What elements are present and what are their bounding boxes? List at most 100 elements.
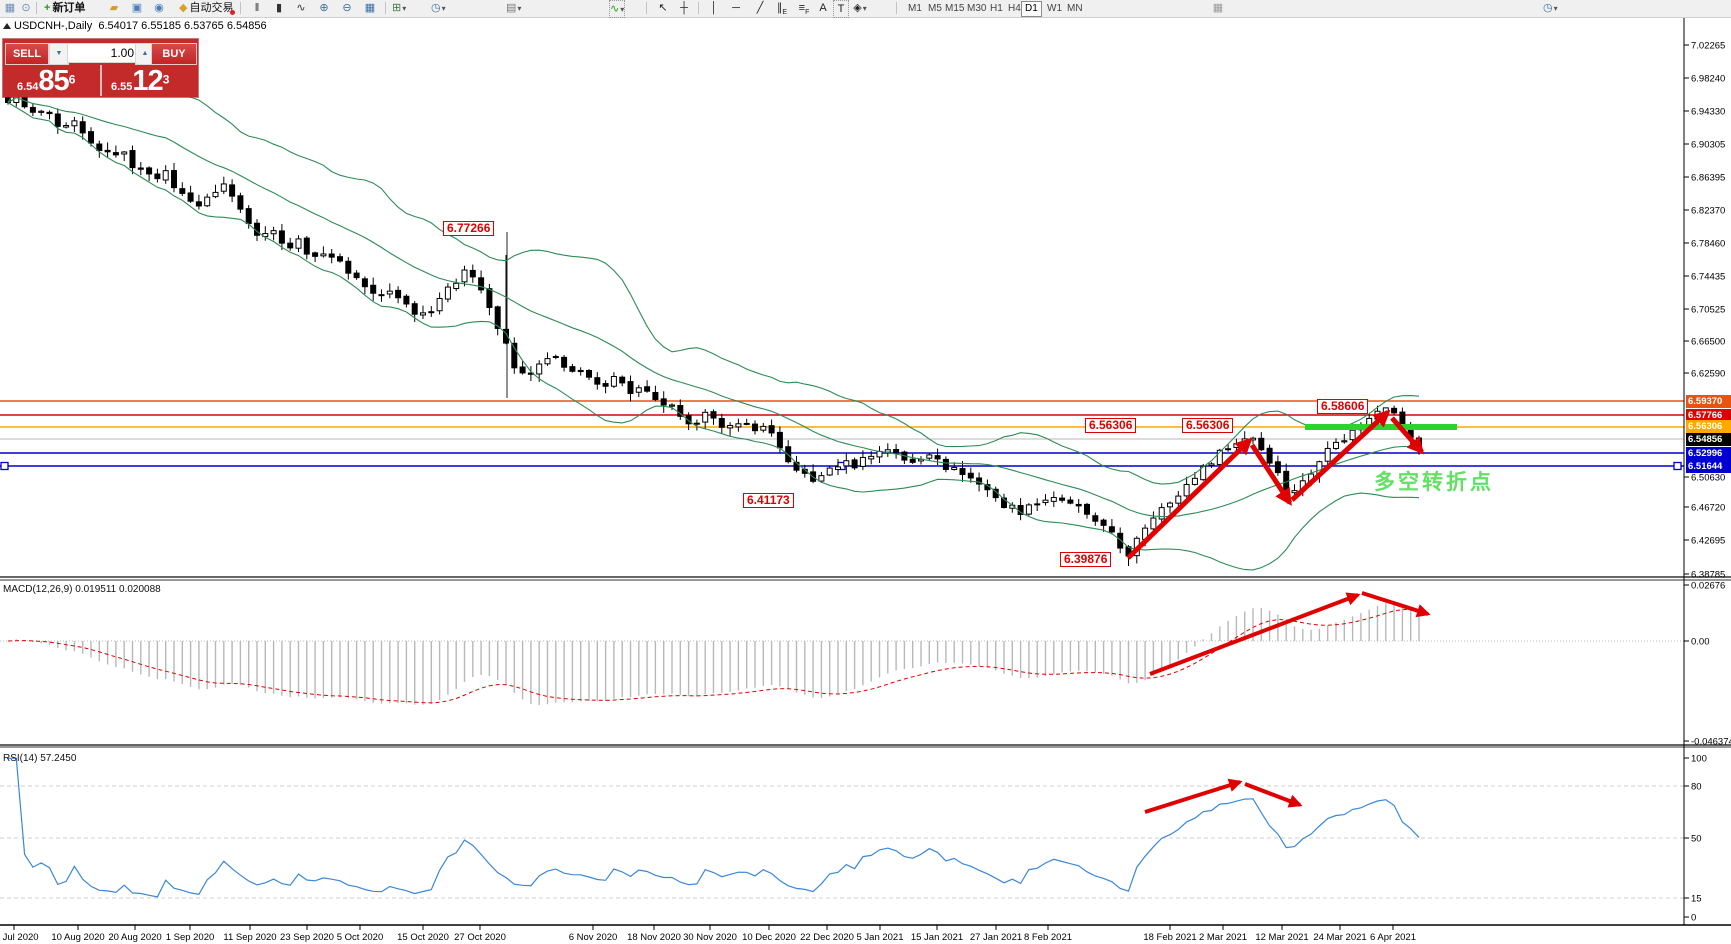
time-tick-label: 30 Nov 2020 (683, 932, 737, 943)
timeframe-d1-button[interactable]: D1 (1021, 1, 1042, 17)
candle-body (760, 425, 767, 431)
candle-body (278, 230, 285, 244)
candle-body (602, 383, 609, 387)
time-tick-label: 1 Sep 2020 (166, 932, 215, 943)
volume-input[interactable] (67, 43, 139, 63)
candle-body (1050, 497, 1057, 502)
toolbar-separator (385, 2, 386, 14)
profiles-icon-dropdown[interactable]: ▾ (517, 4, 522, 13)
timeframe-m15-button[interactable]: M15 (945, 3, 965, 14)
scheduler-icon[interactable]: ◷▾ (431, 2, 446, 14)
price-tick-label: 6.50630 (1691, 473, 1725, 484)
auto-trading-icon[interactable]: ◆ 自动交易 (179, 2, 236, 15)
trend-arrow[interactable] (1149, 592, 1361, 676)
timeframe-m1-button[interactable]: M1 (908, 3, 922, 14)
green-resistance-bar[interactable] (1305, 424, 1457, 430)
candle-body (1233, 443, 1240, 448)
zoom-in-icon[interactable]: ⊕ (319, 2, 329, 14)
candle-body (893, 449, 900, 454)
shapes-icon-dropdown[interactable]: ▾ (862, 4, 867, 13)
price-axis[interactable]: 7.02265 6.98240 6.94330 6.90305 6.86395 6.823… (0, 17, 1731, 926)
community-icon[interactable]: ▣ (131, 2, 143, 14)
clock-icon-dropdown[interactable]: ▾ (1553, 4, 1558, 13)
timeframe-h1-button[interactable]: H1 (990, 3, 1003, 14)
price-tag[interactable]: 6.56306 (1085, 418, 1137, 433)
price-chart-panel[interactable] (0, 84, 1684, 571)
timeframe-h4-button[interactable]: H4 (1008, 3, 1021, 14)
line-drag-handle[interactable] (1673, 461, 1682, 471)
trend-arrow[interactable] (1290, 409, 1391, 502)
price-tag[interactable]: 6.77266 (443, 221, 495, 236)
price-tag[interactable]: 6.39876 (1060, 552, 1112, 567)
price-tag[interactable]: 6.58606 (1317, 399, 1369, 414)
timeframe-m30-button[interactable]: M30 (967, 3, 987, 14)
crosshair-icon[interactable]: ┼ (680, 2, 688, 14)
new-chart-icon-dropdown[interactable]: ▾ (402, 4, 407, 13)
equidistant-channel-icon[interactable]: ∥E (776, 2, 788, 17)
candle-body (1333, 441, 1339, 449)
turning-point-annotation[interactable]: 多空转折点 (1374, 471, 1494, 494)
grid-icon[interactable]: ▦ (1212, 2, 1224, 14)
indicators-icon[interactable]: ∿▾ (609, 0, 626, 18)
zoom-out-icon[interactable]: ⊖ (342, 2, 352, 14)
trend-arrow[interactable] (1126, 437, 1253, 560)
horizontal-line-icon[interactable]: ─ (732, 2, 740, 14)
rsi-panel[interactable] (0, 757, 1684, 899)
price-tag[interactable]: 6.41173 (743, 493, 794, 508)
price-tag[interactable]: 6.56306 (1182, 418, 1234, 433)
one-click-trading-toggle[interactable] (3, 23, 11, 29)
candle-body (752, 423, 758, 432)
timeframe-mn-button[interactable]: MN (1067, 3, 1083, 14)
time-tick-label: 18 Feb 2021 (1143, 932, 1196, 943)
fibonacci-icon[interactable]: ≡F (798, 2, 810, 17)
candle-body (154, 173, 161, 180)
line-drag-handle[interactable] (0, 461, 9, 471)
buy-button[interactable]: BUY (151, 43, 197, 65)
candle-body (337, 256, 343, 262)
clock-icon[interactable]: ◷▾ (1543, 2, 1558, 14)
bar-chart-icon[interactable]: ‖ (254, 2, 260, 14)
volume-decrease-button[interactable]: ▼ (49, 43, 69, 65)
bollinger-middle-band (7, 96, 1420, 518)
gold-icon[interactable]: ▰ (109, 2, 119, 14)
candlestick-chart-icon[interactable]: ▮ (275, 2, 283, 14)
shapes-icon[interactable]: ◈▾ (853, 2, 867, 14)
trend-arrow[interactable] (1390, 416, 1425, 455)
vertical-line-icon[interactable]: │ (710, 2, 718, 14)
time-tick-label: 27 Jan 2021 (970, 932, 1022, 943)
profiles-icon[interactable]: ▤▾ (506, 2, 522, 14)
trend-arrow[interactable] (1144, 778, 1243, 814)
trend-arrow[interactable] (1361, 591, 1431, 618)
timeframe-m5-button[interactable]: M5 (928, 3, 942, 14)
candle-body (270, 230, 277, 235)
trend-arrow[interactable] (1249, 443, 1293, 506)
profile-icon[interactable]: ▦ (4, 2, 16, 14)
indicator-tick-label: 15 (1691, 894, 1702, 905)
sell-button[interactable]: SELL (5, 43, 49, 65)
candle-body (1208, 463, 1215, 466)
trend-arrow[interactable] (1244, 782, 1303, 808)
new-chart-icon[interactable]: ⊞▾ (392, 2, 407, 14)
candle-body (461, 269, 468, 283)
cursor-icon[interactable]: ↖ (658, 2, 668, 14)
indicators-icon-dropdown[interactable]: ▾ (620, 5, 625, 14)
market-watch-icon[interactable]: ⊙ (21, 2, 31, 14)
tile-windows-icon[interactable]: ▦ (364, 2, 376, 14)
time-axis[interactable]: 29 Jul 2020 10 Aug 2020 20 Aug 2020 1 Sep 2… (0, 925, 1416, 943)
line-chart-icon[interactable]: ∿ (296, 2, 306, 14)
text-label-icon[interactable]: T (833, 0, 849, 18)
timeframe-w1-button[interactable]: W1 (1047, 3, 1062, 14)
signals-icon[interactable]: ◉ (154, 2, 164, 14)
trendline-icon[interactable]: ╱ (756, 2, 764, 14)
candle-body (104, 149, 111, 153)
new-order-plus-icon[interactable]: + 新订单 (44, 2, 86, 14)
rsi-label: RSI(14) 57.2450 (3, 753, 77, 764)
indicator-tick-label: -0.046374 (1691, 737, 1731, 748)
text-icon[interactable]: A (819, 2, 827, 14)
scheduler-icon-dropdown[interactable]: ▾ (441, 4, 446, 13)
sell-price[interactable]: 6.54856 (17, 65, 75, 97)
candle-body (1158, 507, 1165, 520)
macd-panel[interactable] (0, 591, 1684, 705)
buy-price[interactable]: 6.55123 (111, 65, 169, 97)
